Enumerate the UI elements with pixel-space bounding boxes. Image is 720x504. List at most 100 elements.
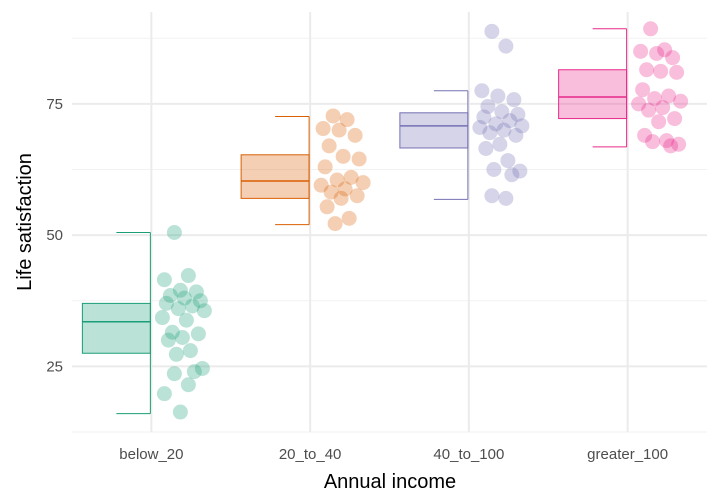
data-point: [506, 92, 522, 108]
data-point: [641, 102, 657, 118]
data-point: [166, 366, 182, 382]
x-tick-label: greater_100: [587, 446, 668, 463]
box: [558, 69, 628, 120]
data-point: [661, 88, 677, 104]
data-point: [156, 386, 172, 402]
data-point: [190, 326, 206, 342]
data-point: [643, 21, 659, 37]
data-point: [162, 288, 178, 303]
data-point: [349, 188, 365, 204]
data-point: [480, 99, 496, 114]
data-point: [194, 360, 210, 376]
data-point: [635, 82, 651, 98]
data-point: [492, 136, 508, 152]
series-group: [81, 225, 212, 420]
data-point: [474, 83, 490, 99]
data-point: [329, 172, 345, 188]
x-tick-labels: below_20 20_to_40 40_to_100 greater_100: [119, 446, 668, 463]
data-point: [510, 106, 526, 122]
data-point: [508, 127, 524, 143]
data-point: [188, 284, 204, 300]
data-point: [166, 225, 182, 240]
y-tick-labels: 25 50 75: [46, 96, 63, 376]
data-point: [160, 332, 176, 348]
data-point: [637, 127, 653, 143]
data-point: [655, 100, 671, 116]
data-point: [331, 122, 347, 138]
data-point: [667, 111, 683, 127]
series-group: [399, 23, 530, 206]
data-point: [327, 216, 343, 232]
series-group: [240, 108, 371, 232]
data-point: [172, 404, 188, 420]
box: [399, 112, 469, 149]
data-point: [639, 62, 655, 78]
data-point: [633, 43, 649, 59]
series-layer: [81, 21, 689, 420]
data-point: [649, 45, 665, 61]
data-point: [671, 136, 687, 152]
y-tick-label: 75: [46, 96, 63, 113]
data-point: [653, 63, 669, 79]
data-point: [186, 364, 202, 380]
x-tick-label: 40_to_100: [433, 446, 504, 463]
data-point: [631, 96, 647, 112]
data-point: [500, 153, 516, 169]
data-point: [182, 343, 198, 359]
y-axis-title: Life satisfaction: [14, 153, 36, 291]
box: [81, 302, 151, 354]
data-point: [476, 109, 492, 125]
data-point: [490, 88, 506, 104]
grid: [72, 12, 707, 433]
data-point: [494, 104, 510, 120]
data-point: [514, 118, 530, 134]
data-point: [472, 120, 488, 135]
data-point: [319, 199, 335, 215]
series-group: [558, 21, 689, 154]
data-point: [154, 310, 170, 326]
data-point: [659, 133, 675, 149]
data-point: [502, 113, 518, 129]
data-point: [317, 159, 333, 175]
x-tick-label: below_20: [119, 446, 183, 463]
data-point: [663, 138, 679, 154]
data-point: [323, 184, 339, 200]
data-point: [651, 114, 667, 130]
data-point: [484, 23, 500, 39]
data-point: [339, 112, 355, 128]
data-point: [484, 188, 500, 204]
data-point: [498, 38, 514, 54]
data-point: [321, 138, 337, 154]
data-point: [478, 141, 494, 156]
data-point: [647, 91, 663, 107]
x-axis-title: Annual income: [324, 471, 456, 493]
box: [240, 154, 310, 199]
y-tick-label: 50: [46, 227, 63, 244]
data-point: [488, 116, 504, 132]
data-point: [482, 125, 498, 141]
data-point: [341, 210, 357, 226]
data-point: [325, 108, 341, 124]
data-point: [343, 169, 359, 185]
data-point: [172, 282, 188, 298]
data-point: [498, 190, 514, 206]
data-point: [645, 134, 661, 150]
y-tick-label: 25: [46, 358, 63, 375]
data-point: [512, 163, 528, 179]
data-point: [178, 312, 194, 328]
data-point: [180, 268, 196, 284]
data-point: [669, 64, 685, 80]
data-point: [184, 298, 200, 314]
data-point: [170, 301, 186, 317]
x-tick-label: 20_to_40: [279, 446, 342, 463]
data-point: [196, 303, 212, 319]
data-point: [176, 290, 192, 306]
data-point: [313, 177, 329, 193]
data-point: [333, 190, 349, 206]
data-point: [156, 272, 172, 288]
data-point: [164, 324, 180, 340]
data-point: [174, 330, 190, 345]
data-point: [496, 122, 512, 138]
data-point: [168, 346, 184, 362]
